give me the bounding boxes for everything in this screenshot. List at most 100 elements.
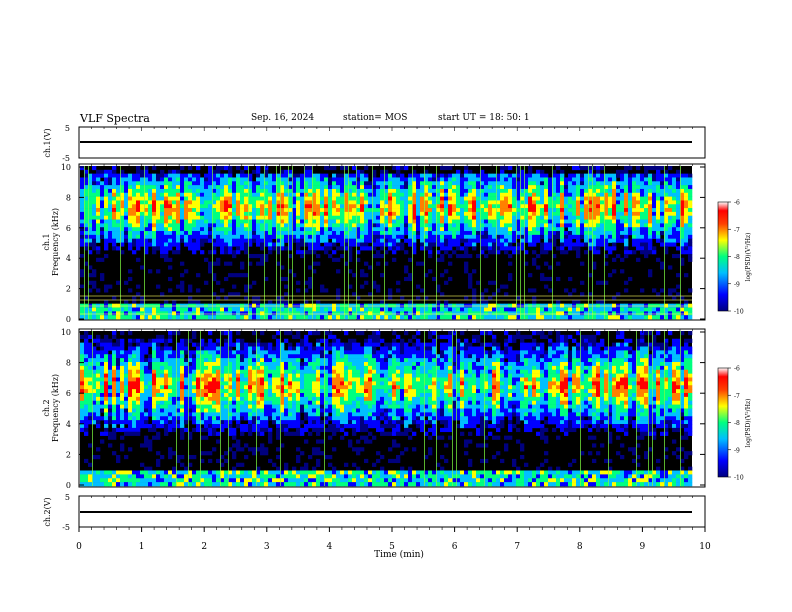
spectrogram-cell bbox=[560, 173, 565, 178]
spectrogram-cell bbox=[176, 424, 181, 429]
spectrogram-cell bbox=[356, 242, 361, 247]
spectrogram-cell bbox=[576, 253, 581, 259]
spectrogram-cell bbox=[168, 408, 173, 413]
spectrogram-cell bbox=[292, 192, 297, 197]
spectrogram-cell bbox=[628, 185, 633, 190]
spectrogram-cell bbox=[424, 234, 429, 239]
spectrogram-cell bbox=[184, 342, 189, 347]
spectrogram-cell bbox=[592, 311, 597, 316]
spectrogram-cell bbox=[164, 338, 169, 343]
spectrogram-cell bbox=[116, 173, 121, 178]
spectrogram-cell bbox=[492, 231, 497, 236]
spectrogram-cell bbox=[120, 311, 125, 316]
spectrogram-cell bbox=[276, 185, 281, 190]
spectrogram-cell bbox=[584, 196, 589, 201]
spectrogram-cell bbox=[140, 242, 145, 247]
spectrogram-cell bbox=[524, 250, 529, 255]
spectrogram-cell bbox=[444, 188, 449, 194]
spectrogram-cell bbox=[96, 204, 101, 209]
spectrogram-cell bbox=[116, 238, 121, 243]
spectrogram-cell bbox=[380, 177, 385, 182]
spectrogram-cell bbox=[476, 208, 481, 213]
spectrogram-cell bbox=[272, 223, 277, 228]
spectrogram-cell bbox=[88, 200, 93, 205]
spectrogram-cell bbox=[84, 482, 89, 487]
spectrogram-cell bbox=[548, 315, 553, 320]
spectrogram-cell bbox=[588, 234, 593, 239]
spectrogram-cell bbox=[184, 177, 189, 182]
spectrogram-cell bbox=[108, 389, 113, 394]
spectrogram-cell bbox=[140, 311, 145, 316]
spectrogram-cell bbox=[144, 416, 149, 421]
spectrogram-cell bbox=[176, 350, 181, 355]
spectrogram-cell bbox=[356, 315, 361, 320]
spectrogram-cell bbox=[544, 284, 549, 289]
spectrogram-cell bbox=[616, 185, 621, 190]
spectrogram-cell bbox=[316, 173, 321, 178]
spectrogram-cell bbox=[184, 192, 189, 197]
spectrogram-cell bbox=[256, 204, 261, 209]
spectrogram-cell bbox=[88, 365, 93, 371]
spectrogram-cell bbox=[508, 231, 513, 236]
spectrogram-cell bbox=[592, 242, 597, 247]
spectrogram-cell bbox=[584, 185, 589, 190]
spectrogram-cell bbox=[680, 185, 685, 190]
spectrogram-cell bbox=[520, 177, 525, 182]
spectrogram-cell bbox=[132, 412, 137, 417]
spectrogram-cell bbox=[476, 173, 481, 178]
spectrogram-cell bbox=[128, 447, 133, 452]
spectrogram-cell bbox=[108, 196, 113, 201]
spectrogram-cell bbox=[224, 307, 229, 312]
spectrogram-cell bbox=[588, 200, 593, 205]
spectrogram-cell bbox=[676, 181, 681, 186]
spectrogram-cell bbox=[212, 223, 217, 228]
spectrogram-cell bbox=[572, 204, 577, 209]
spectrogram-cell bbox=[592, 261, 597, 266]
spectrogram-cell bbox=[108, 188, 113, 194]
spectrogram-cell bbox=[200, 231, 205, 236]
spectrogram-cell bbox=[416, 200, 421, 205]
spectrogram-cell bbox=[660, 315, 665, 320]
spectrogram-cell bbox=[328, 311, 333, 316]
spectrogram-cell bbox=[144, 478, 149, 483]
spectrogram-cell bbox=[168, 346, 173, 351]
spectrogram-cell bbox=[440, 173, 445, 178]
spectrogram-cell bbox=[100, 393, 105, 398]
spectrogram-cell bbox=[172, 365, 177, 371]
spectrogram-cell bbox=[144, 365, 149, 371]
spectrogram-cell bbox=[152, 416, 157, 421]
spectrogram-cell bbox=[380, 246, 385, 251]
spectrogram-cell bbox=[396, 307, 401, 312]
spectrogram-cell bbox=[456, 231, 461, 236]
spectrogram-cell bbox=[204, 173, 209, 178]
spectrogram-cell bbox=[396, 169, 401, 174]
spectrogram-cell bbox=[648, 242, 653, 247]
spectrogram-cell bbox=[100, 234, 105, 239]
spectrogram-cell bbox=[320, 185, 325, 190]
spectrogram-cell bbox=[508, 238, 513, 243]
spectrogram-cell bbox=[104, 211, 109, 217]
spectrogram-cell bbox=[424, 311, 429, 316]
spectrogram-cell bbox=[560, 246, 565, 251]
spectrogram-cell bbox=[668, 166, 673, 171]
sferic-line bbox=[120, 166, 121, 319]
spectrogram-cell bbox=[448, 204, 453, 209]
spectrogram-cell bbox=[176, 246, 181, 251]
spectrogram-cell bbox=[600, 231, 605, 236]
spectrogram-cell bbox=[196, 166, 201, 171]
spectrogram-cell bbox=[560, 311, 565, 316]
spectrogram-cell bbox=[576, 177, 581, 182]
spectrogram-cell bbox=[624, 250, 629, 255]
spectrogram-cell bbox=[268, 246, 273, 251]
spectrogram-cell bbox=[576, 246, 581, 251]
spectrogram-cell bbox=[204, 307, 209, 312]
spectrogram-cell bbox=[100, 389, 105, 394]
spectrogram-cell bbox=[108, 420, 113, 425]
spectrogram-cell bbox=[84, 369, 89, 374]
spectrogram-cell bbox=[360, 238, 365, 243]
spectrogram-cell bbox=[140, 208, 145, 213]
spectrogram-cell bbox=[508, 273, 513, 278]
spectrogram-cell bbox=[164, 404, 169, 409]
spectrogram-cell bbox=[184, 482, 189, 487]
spectrogram-cell bbox=[408, 211, 413, 217]
